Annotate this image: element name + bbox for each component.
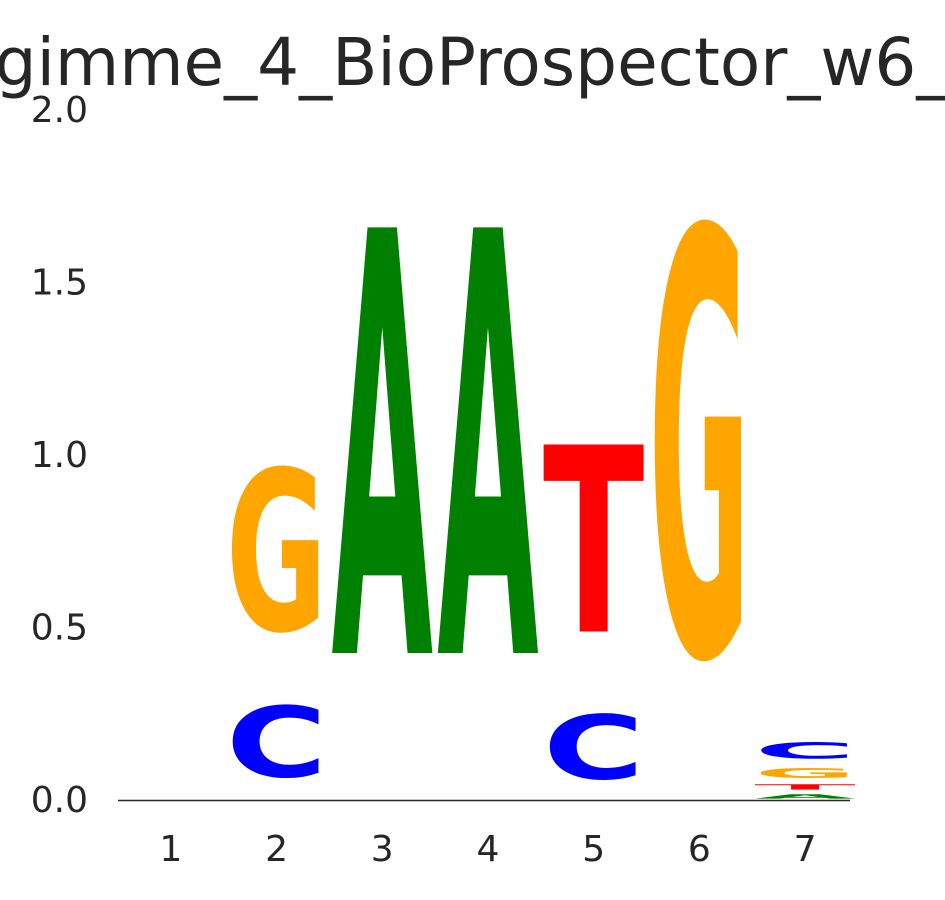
x-tick-label: 4 (476, 829, 499, 870)
y-tick-label: 0.0 (31, 780, 88, 821)
logo-letter-a: A (437, 111, 539, 791)
x-tick-label: 7 (794, 829, 817, 870)
y-tick-label: 0.5 (31, 608, 88, 649)
logo-letter-a: A (754, 793, 856, 800)
logo-letter-c: C (754, 738, 855, 764)
x-tick-label: 5 (582, 829, 605, 870)
logo-letter-g: G (226, 426, 327, 683)
logo-letter-g: G (649, 111, 750, 792)
y-tick-label: 2.0 (31, 90, 88, 131)
logo-letter-c: C (543, 697, 644, 800)
chart-title: gimme_4_BioProspector_w6_ (0, 24, 945, 101)
logo-letter-t: T (754, 783, 856, 792)
y-axis: 0.0 0.5 1.0 1.5 2.0 (31, 90, 88, 821)
logo-letter-t: T (543, 394, 644, 693)
logo-letter-c: C (226, 687, 327, 800)
x-tick-label: 3 (371, 829, 394, 870)
logo-letter-a: A (332, 111, 434, 791)
x-axis: 1 2 3 4 5 6 7 (159, 829, 816, 870)
x-tick-label: 6 (688, 829, 711, 870)
y-tick-label: 1.5 (31, 263, 88, 304)
x-tick-label: 2 (265, 829, 288, 870)
x-tick-label: 1 (159, 829, 182, 870)
logo-letter-g: G (754, 765, 855, 781)
y-tick-label: 1.0 (31, 435, 88, 476)
